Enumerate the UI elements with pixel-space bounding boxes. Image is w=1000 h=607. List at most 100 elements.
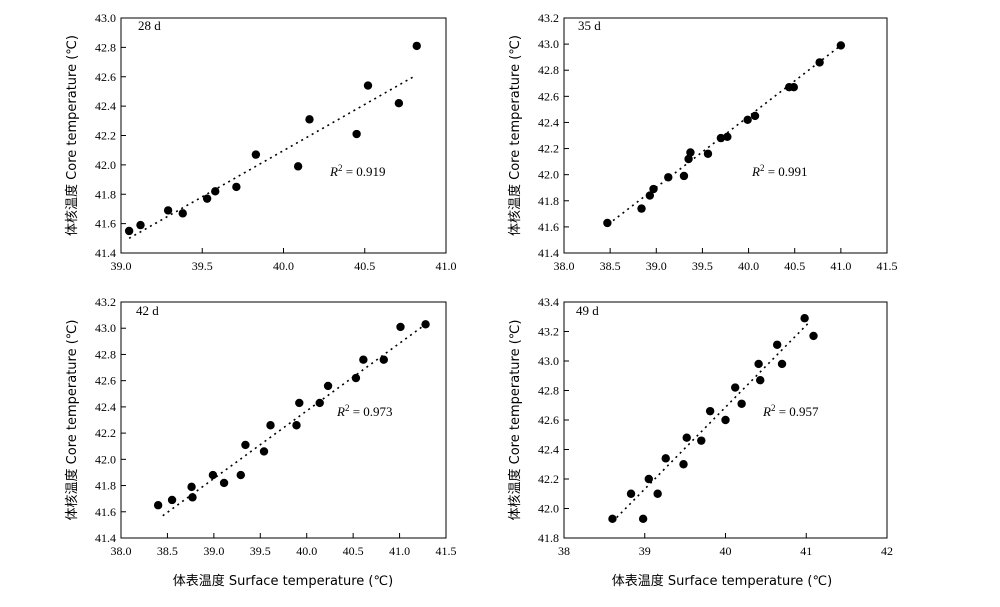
y-tick-label: 43.2 <box>538 325 559 339</box>
y-tick-label: 41.4 <box>95 246 116 260</box>
data-point <box>653 489 662 498</box>
panel-2: 41.4 41.6 41.8 42.0 42.2 42.4 42.6 42.8 43.0 43.2… <box>507 11 898 273</box>
x-tick-label: 40.0 <box>273 259 294 273</box>
data-point <box>737 399 746 408</box>
x-tick-label: 39.0 <box>646 259 667 273</box>
y-tick-label: 41.4 <box>538 246 559 260</box>
x-tick-label: 39.5 <box>692 259 713 273</box>
data-point <box>723 132 732 142</box>
y-tick-label: 42.2 <box>538 142 559 156</box>
data-point <box>664 173 673 182</box>
data-point <box>188 493 197 502</box>
y-tick-label: 41.6 <box>95 505 116 519</box>
data-point <box>379 355 388 364</box>
data-point <box>649 184 658 194</box>
x-tick-label: 39 <box>639 544 651 558</box>
data-point <box>236 470 245 480</box>
y-tick-label: 42.6 <box>95 374 116 388</box>
y-tick-label: 42.4 <box>538 443 559 457</box>
x-tick-label: 38 <box>558 544 570 558</box>
y-tick-label: 43.2 <box>95 295 116 309</box>
x-tick-label: 38.5 <box>157 544 178 558</box>
y-tick-label: 41.8 <box>538 194 559 208</box>
trend-line <box>128 76 414 240</box>
data-point <box>661 454 670 463</box>
y-tick-label: 42.4 <box>538 115 559 129</box>
data-point <box>208 470 218 480</box>
y-tick-label: 43.0 <box>538 37 559 51</box>
data-point <box>645 191 655 200</box>
data-point <box>703 149 713 158</box>
y-tick-label: 42.6 <box>95 70 116 84</box>
data-point <box>800 314 809 323</box>
x-tick-label: 39.0 <box>203 544 224 558</box>
data-point <box>836 41 846 50</box>
x-tick-label: 40.5 <box>784 259 805 273</box>
r-squared-label: R2 = 0.991 <box>751 163 808 179</box>
data-point <box>211 187 220 196</box>
y-tick-label: 41.4 <box>95 531 116 545</box>
panel-label: 42 d <box>136 303 159 318</box>
data-point <box>167 495 177 505</box>
y-axis-label: 体核温度 Core temperature (℃) <box>64 35 80 236</box>
y-tick-label: 41.6 <box>538 220 559 234</box>
y-axis-label: 体核温度 Core temperature (℃) <box>507 35 523 236</box>
y-tick-label: 41.8 <box>538 531 559 545</box>
y-axis-label: 体核温度 Core temperature (℃) <box>64 320 80 521</box>
y-tick-label: 42.6 <box>538 89 559 103</box>
data-point <box>679 171 689 181</box>
y-tick-label: 42.2 <box>95 426 116 440</box>
data-point <box>136 220 145 230</box>
data-point <box>187 482 196 492</box>
x-tick-label: 40.5 <box>343 544 364 558</box>
data-point <box>259 447 269 456</box>
r-squared-label: R2 = 0.919 <box>329 163 386 179</box>
data-point <box>396 322 405 332</box>
data-point <box>251 150 261 159</box>
panel-4: 41.8 42.0 42.2 42.4 42.6 42.8 43.0 43.2 43.4 38 39… <box>507 295 893 558</box>
y-tick-label: 42.0 <box>95 452 116 466</box>
y-tick-label: 42.2 <box>538 472 559 486</box>
panel-label: 35 d <box>578 18 601 33</box>
x-tick-label: 38.0 <box>111 544 132 558</box>
x-tick-label: 39.5 <box>192 259 213 273</box>
data-point <box>295 398 304 408</box>
x-tick-label: 40.0 <box>296 544 317 558</box>
data-point <box>292 421 301 430</box>
y-tick-label: 42.6 <box>538 413 559 427</box>
data-point <box>219 478 229 488</box>
x-tick-label: 41.5 <box>877 259 898 273</box>
panel-label: 28 d <box>138 18 161 33</box>
trend-line <box>162 323 427 517</box>
x-axis-label-left: 体表温度 Surface temperature (℃) <box>173 573 393 589</box>
y-tick-label: 42.8 <box>538 63 559 77</box>
data-point <box>754 359 763 369</box>
trend-line <box>611 320 811 523</box>
x-tick-label: 38.5 <box>600 259 621 273</box>
x-tick-label: 39.0 <box>111 259 132 273</box>
y-tick-label: 41.8 <box>95 187 116 201</box>
y-tick-label: 42.0 <box>95 158 116 172</box>
panel-3: 41.4 41.6 41.8 42.0 42.2 42.4 42.6 42.8 43.0 43.2… <box>64 295 457 558</box>
x-tick-label: 38.0 <box>554 259 575 273</box>
data-point <box>716 133 726 143</box>
data-point <box>178 209 187 218</box>
data-point <box>679 460 688 469</box>
y-tick-label: 43.0 <box>538 354 559 368</box>
y-tick-label: 41.8 <box>95 479 116 493</box>
data-point <box>351 373 361 383</box>
data-point <box>608 514 617 524</box>
r-squared-label: R2 = 0.957 <box>762 403 819 419</box>
y-tick-label: 42.4 <box>95 99 116 113</box>
data-point <box>412 41 421 51</box>
x-tick-label: 41.0 <box>389 544 410 558</box>
data-point <box>777 359 787 369</box>
data-point <box>626 489 636 498</box>
x-tick-label: 40.0 <box>738 259 759 273</box>
data-point <box>721 415 730 425</box>
y-tick-label: 42.2 <box>95 129 116 143</box>
data-point <box>684 154 693 164</box>
x-tick-label: 41.5 <box>436 544 457 558</box>
data-point <box>315 398 324 408</box>
